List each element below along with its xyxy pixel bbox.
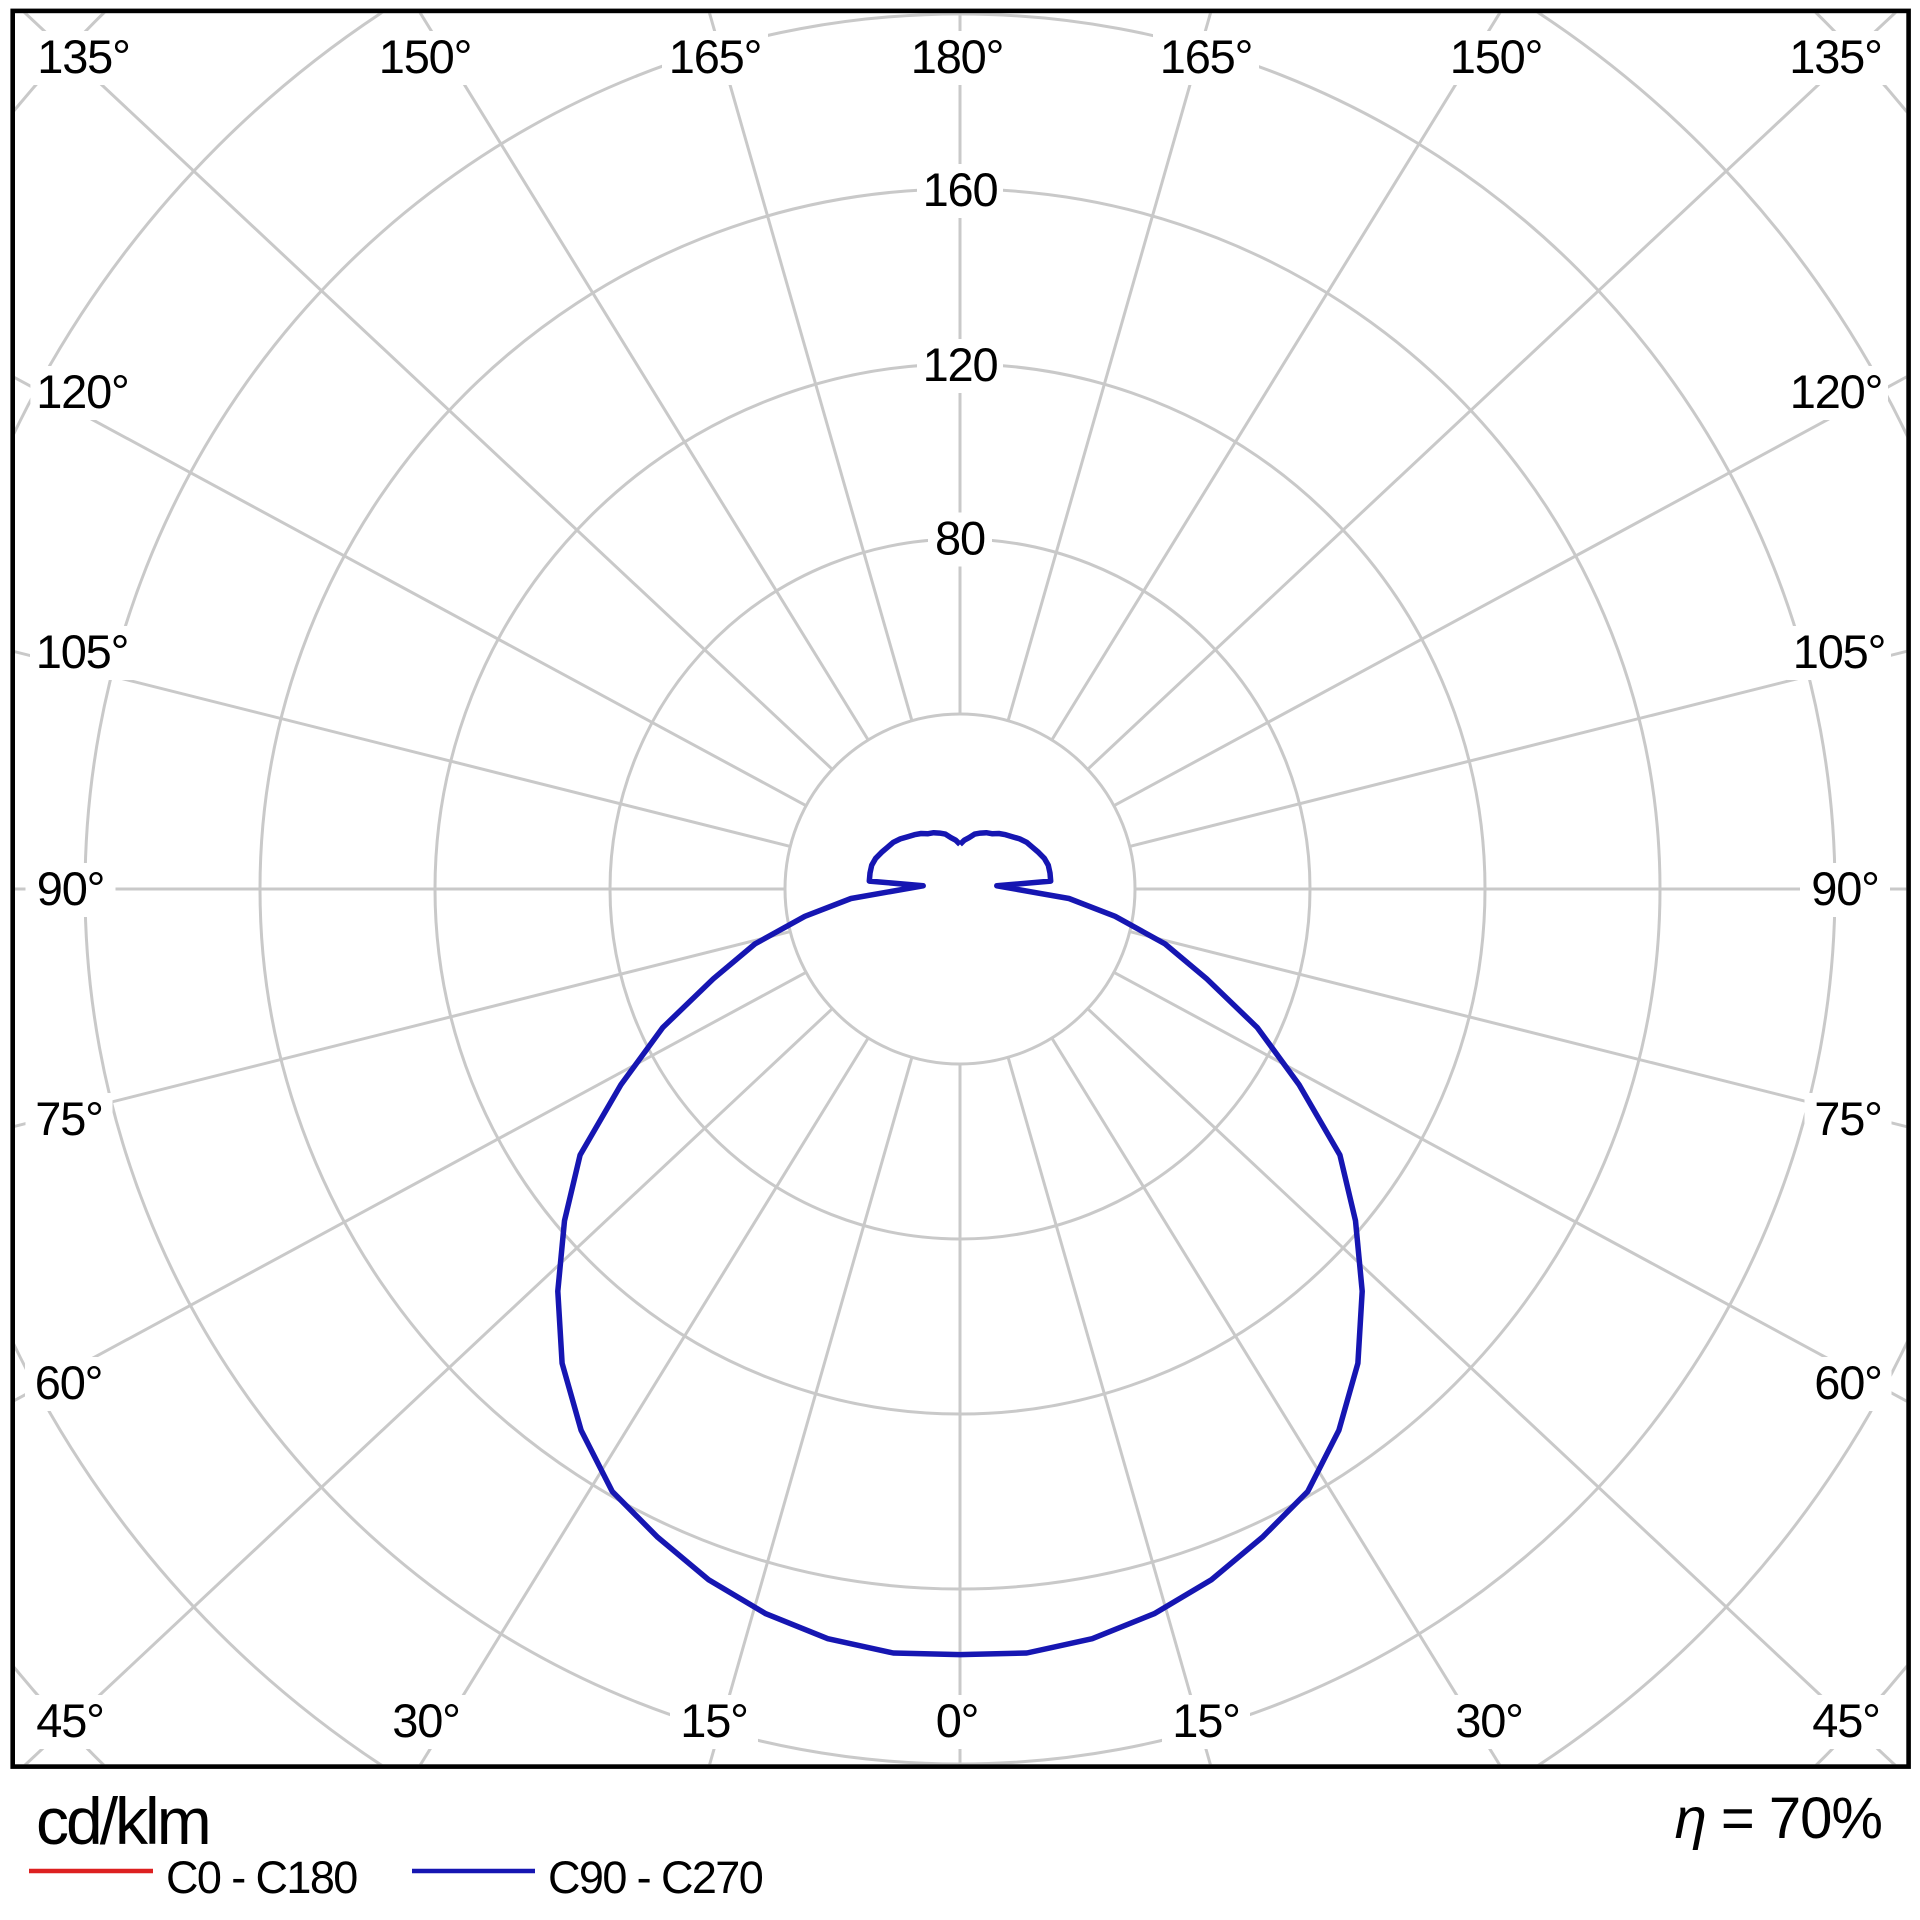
svg-text:135°: 135° (1789, 30, 1881, 83)
svg-text:15°: 15° (680, 1694, 747, 1747)
svg-text:cd/klm: cd/klm (36, 1784, 209, 1858)
svg-text:165°: 165° (1160, 30, 1252, 83)
svg-text:150°: 150° (379, 30, 471, 83)
svg-text:η = 70%: η = 70% (1675, 1786, 1882, 1851)
svg-text:160: 160 (923, 163, 998, 216)
svg-text:180°: 180° (911, 30, 1003, 83)
svg-text:80: 80 (935, 512, 985, 565)
svg-text:120°: 120° (36, 365, 128, 418)
svg-text:60°: 60° (35, 1356, 102, 1409)
svg-text:75°: 75° (1814, 1092, 1881, 1145)
svg-text:45°: 45° (1812, 1694, 1879, 1747)
svg-text:45°: 45° (36, 1694, 103, 1747)
svg-text:105°: 105° (36, 625, 128, 678)
svg-text:C90 - C270: C90 - C270 (548, 1852, 763, 1903)
svg-text:60°: 60° (1814, 1356, 1881, 1409)
svg-text:0°: 0° (936, 1694, 979, 1747)
svg-text:105°: 105° (1793, 625, 1885, 678)
svg-text:90°: 90° (1811, 862, 1878, 915)
svg-text:30°: 30° (1455, 1694, 1522, 1747)
svg-text:75°: 75° (35, 1092, 102, 1145)
svg-text:30°: 30° (392, 1694, 459, 1747)
svg-text:150°: 150° (1450, 30, 1542, 83)
svg-text:90°: 90° (37, 862, 104, 915)
svg-text:120°: 120° (1790, 365, 1882, 418)
svg-text:135°: 135° (37, 30, 129, 83)
svg-text:120: 120 (923, 338, 998, 391)
svg-text:C0 - C180: C0 - C180 (166, 1852, 357, 1903)
svg-text:165°: 165° (669, 30, 761, 83)
svg-text:15°: 15° (1172, 1694, 1239, 1747)
